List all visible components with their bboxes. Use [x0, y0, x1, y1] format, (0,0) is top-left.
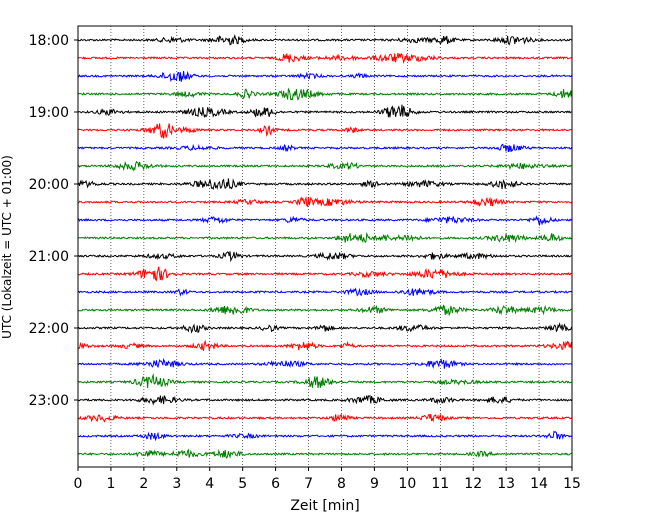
trace-20	[77, 394, 573, 406]
x-tick-label-15: 15	[563, 476, 581, 492]
trace-23	[77, 448, 572, 460]
x-tick-label-10: 10	[398, 476, 416, 492]
seismic-traces	[77, 33, 573, 460]
y-tick-label-2: 20:00	[29, 177, 69, 193]
x-axis-title: Zeit [min]	[290, 498, 359, 514]
x-tick-label-2: 2	[139, 476, 148, 492]
x-tick-label-14: 14	[530, 476, 548, 492]
y-axis-title: UTC (Lokalzeit = UTC + 01:00)	[0, 155, 14, 339]
trace-16	[77, 321, 573, 334]
trace-8	[77, 178, 572, 191]
trace-9	[77, 195, 572, 208]
trace-4	[77, 104, 572, 118]
x-tick-label-3: 3	[172, 476, 181, 492]
x-tick-label-6: 6	[271, 476, 280, 492]
trace-14	[78, 287, 572, 297]
trace-17	[77, 339, 573, 352]
y-axis-ticks: 18:00 19:00 20:00 21:00 22:00 23:00	[29, 33, 78, 409]
trace-11	[77, 231, 572, 244]
x-tick-label-12: 12	[464, 476, 482, 492]
trace-13	[77, 266, 572, 282]
x-tick-label-9: 9	[370, 476, 379, 492]
trace-1	[77, 52, 572, 65]
trace-6	[77, 143, 573, 153]
y-tick-label-5: 23:00	[29, 393, 69, 409]
y-tick-label-3: 21:00	[29, 249, 69, 265]
x-tick-label-1: 1	[106, 476, 115, 492]
trace-21	[77, 413, 572, 423]
trace-18	[77, 357, 572, 370]
trace-15	[77, 304, 572, 317]
trace-0	[77, 33, 572, 46]
trace-5	[77, 123, 572, 139]
trace-3	[77, 87, 573, 101]
plot-frame	[77, 25, 573, 468]
trace-7	[77, 160, 572, 172]
y-tick-label-0: 18:00	[29, 33, 69, 49]
trace-10	[77, 215, 572, 227]
y-tick-label-4: 22:00	[29, 321, 69, 337]
x-tick-label-7: 7	[304, 476, 313, 492]
x-tick-label-0: 0	[74, 476, 83, 492]
trace-12	[77, 251, 572, 263]
x-axis-ticks: 0 1 2 3 4 5 6 7 8 9 10 11 12 13 14 15	[74, 467, 581, 492]
x-tick-label-11: 11	[431, 476, 449, 492]
x-tick-label-13: 13	[497, 476, 515, 492]
x-tick-label-5: 5	[238, 476, 247, 492]
x-tick-label-4: 4	[205, 476, 214, 492]
x-tick-label-8: 8	[337, 476, 346, 492]
trace-2	[77, 70, 573, 82]
trace-19	[77, 373, 572, 389]
trace-22	[77, 430, 572, 442]
y-tick-label-1: 19:00	[29, 105, 69, 121]
